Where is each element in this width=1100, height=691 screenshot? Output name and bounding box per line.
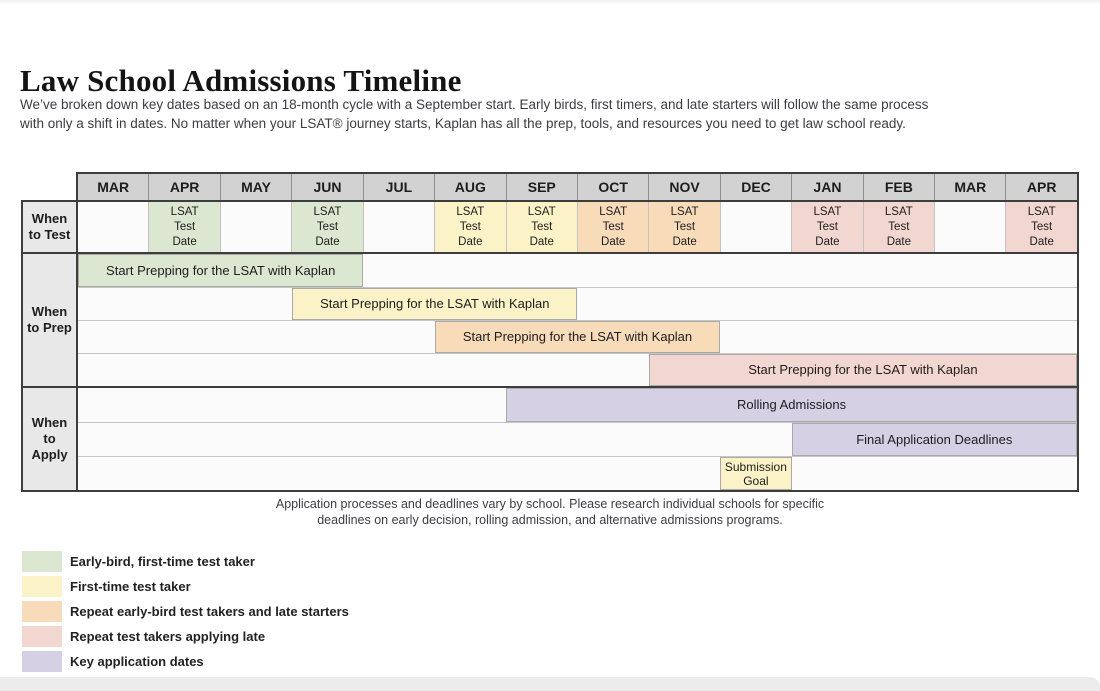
apply-bar-1-purple: Final Application Deadlines [791,423,1077,456]
row-label-when-to-apply: When to Apply [23,388,78,490]
top-edge-shadow [0,0,1100,4]
month-header-row: MAR APR MAY JUN JUL AUG SEP OCT NOV DEC JAN FEB MAR A… [76,172,1079,200]
section-when-to-test: When to Test LSAT Test Date LSAT Test Date LSAT… [23,202,1077,252]
apply-row-1: Final Application Deadlines [78,422,1077,456]
month-header-9-dec: DEC [719,174,791,200]
test-cell-13-apr-lsat-test-date: LSAT Test Date [1005,202,1077,252]
prep-row-1: Start Prepping for the LSAT with Kaplan [78,287,1077,320]
test-cell-6-sep-lsat-test-date: LSAT Test Date [505,202,577,252]
legend-item-0-green: Early-bird, first-time test taker [22,551,349,572]
prep-row-0: Start Prepping for the LSAT with Kaplan [78,254,1077,287]
legend-item-2-orange: Repeat early-bird test takers and late s… [22,601,349,622]
page-title: Law School Admissions Timeline [20,62,462,98]
page-description-line-1: We’ve broken down key dates based on an … [20,97,929,112]
month-header-7-oct: OCT [576,174,648,200]
bottom-section-edge [0,677,1100,691]
legend-label-1: First-time test taker [70,579,191,594]
month-header-8-nov: NOV [648,174,719,200]
month-header-4-jul: JUL [362,174,434,200]
admissions-timeline-table: MAR APR MAY JUN JUL AUG SEP OCT NOV DEC JAN FEB MAR A… [21,172,1079,492]
test-cell-5-aug-lsat-test-date: LSAT Test Date [434,202,506,252]
legend-label-3: Repeat test takers applying late [70,629,266,644]
section-when-to-prep: When to Prep Start Prepping for the LSAT … [23,252,1077,386]
page-description: We’ve broken down key dates based on an … [20,95,1080,133]
row-label-when-to-test: When to Test [23,202,78,252]
legend: Early-bird, first-time test taker First-t… [22,551,349,676]
legend-item-4-purple: Key application dates [22,651,349,672]
prep-row-3: Start Prepping for the LSAT with Kaplan [78,353,1077,386]
test-row: LSAT Test Date LSAT Test Date LSAT Test Date LSAT… [78,202,1077,252]
footnote: Application processes and deadlines vary… [0,496,1100,528]
legend-item-1-yellow: First-time test taker [22,576,349,597]
when-to-test-content: LSAT Test Date LSAT Test Date LSAT Test Date LSAT… [78,202,1077,252]
test-cell-3-jun-lsat-test-date: LSAT Test Date [291,202,363,252]
apply-bar-2-yellow: Submission Goal [720,457,792,490]
row-label-when-to-prep: When to Prep [23,254,78,386]
legend-swatch-yellow [22,576,62,597]
legend-label-2: Repeat early-bird test takers and late s… [70,604,349,619]
footnote-line-1: Application processes and deadlines vary… [275,497,825,511]
apply-row-2: Submission Goal [78,456,1077,490]
month-header-0-mar: MAR [97,179,130,195]
month-header-11-feb: FEB [862,174,934,200]
legend-swatch-purple [22,651,62,672]
apply-rows: Rolling Admissions Final Application Dead… [78,388,1077,490]
apply-bar-0-purple: Rolling Admissions [506,388,1077,422]
prep-bar-1-yellow: Start Prepping for the LSAT with Kaplan [292,288,578,320]
month-header-6-sep: SEP [505,174,577,200]
test-cell-12-empty [934,202,1005,252]
prep-bar-0-green: Start Prepping for the LSAT with Kaplan [78,254,364,287]
legend-swatch-orange [22,601,62,622]
prep-rows: Start Prepping for the LSAT with Kaplan S… [78,254,1077,386]
footnote-line-2: deadlines on early decision, rolling adm… [317,513,783,527]
timeline-body: When to Test LSAT Test Date LSAT Test Date LSAT… [21,200,1079,492]
apply-row-0: Rolling Admissions [78,388,1077,422]
month-header-12-mar: MAR [934,174,1005,200]
legend-swatch-pink [22,626,62,647]
prep-bar-2-orange: Start Prepping for the LSAT with Kaplan [434,321,721,353]
month-header-3-jun: JUN [291,174,362,200]
legend-label-0: Early-bird, first-time test taker [70,554,255,569]
test-cell-4-empty [362,202,434,252]
test-cell-0-empty [78,202,148,252]
test-cell-7-oct-lsat-test-date: LSAT Test Date [576,202,649,252]
test-cell-10-jan-lsat-test-date: LSAT Test Date [791,202,863,252]
test-cell-9-empty [719,202,791,252]
prep-row-2: Start Prepping for the LSAT with Kaplan [78,320,1077,353]
month-header-10-jan: JAN [791,174,862,200]
month-header-2-may: MAY [219,174,291,200]
prep-bar-3-pink: Start Prepping for the LSAT with Kaplan [648,354,1077,386]
legend-item-3-pink: Repeat test takers applying late [22,626,349,647]
month-header-1-apr: APR [148,174,219,200]
month-header-13-apr: APR [1005,174,1076,200]
test-cell-11-feb-lsat-test-date: LSAT Test Date [862,202,935,252]
section-when-to-apply: When to Apply Rolling Admissions Final Appl… [23,386,1077,490]
legend-label-4: Key application dates [70,654,204,669]
legend-swatch-green [22,551,62,572]
test-cell-8-nov-lsat-test-date: LSAT Test Date [648,202,720,252]
month-header-5-aug: AUG [434,174,505,200]
test-cell-2-empty [219,202,291,252]
test-cell-1-apr-lsat-test-date: LSAT Test Date [148,202,220,252]
page-description-line-2: with only a shift in dates. No matter wh… [20,116,906,131]
